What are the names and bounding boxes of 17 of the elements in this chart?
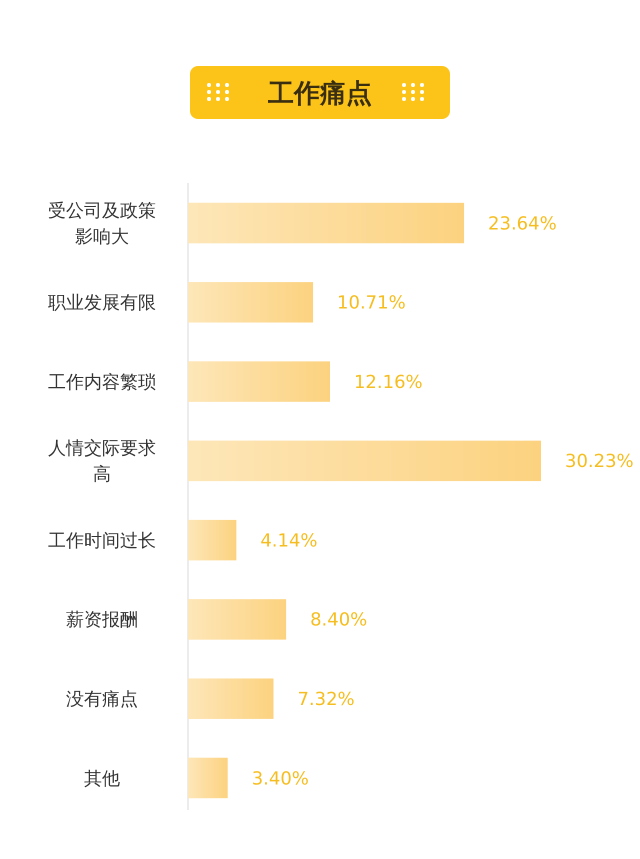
data-label: 3.40% <box>252 768 309 790</box>
y-tick-label: 人情交际要求高 <box>48 438 156 486</box>
y-tick-label: 没有痛点 <box>66 688 138 710</box>
data-label: 7.32% <box>297 688 355 710</box>
y-tick-label: 薪资报酬 <box>66 610 138 631</box>
y-tick-label: 其他 <box>84 768 120 790</box>
y-tick-label: 职业发展有限 <box>48 292 156 314</box>
data-label: 4.14% <box>260 530 318 552</box>
y-tick-label: 受公司及政策影响大 <box>48 200 156 248</box>
y-tick-label: 工作时间过长 <box>48 530 156 552</box>
data-label: 8.40% <box>310 610 368 631</box>
data-label: 12.16% <box>354 372 423 393</box>
data-label: 30.23% <box>565 451 634 472</box>
y-tick-label: 工作内容繁琐 <box>48 372 156 393</box>
data-label: 10.71% <box>337 292 406 314</box>
chart-title: 工作痛点 <box>267 79 372 110</box>
data-label: 23.64% <box>488 213 557 234</box>
